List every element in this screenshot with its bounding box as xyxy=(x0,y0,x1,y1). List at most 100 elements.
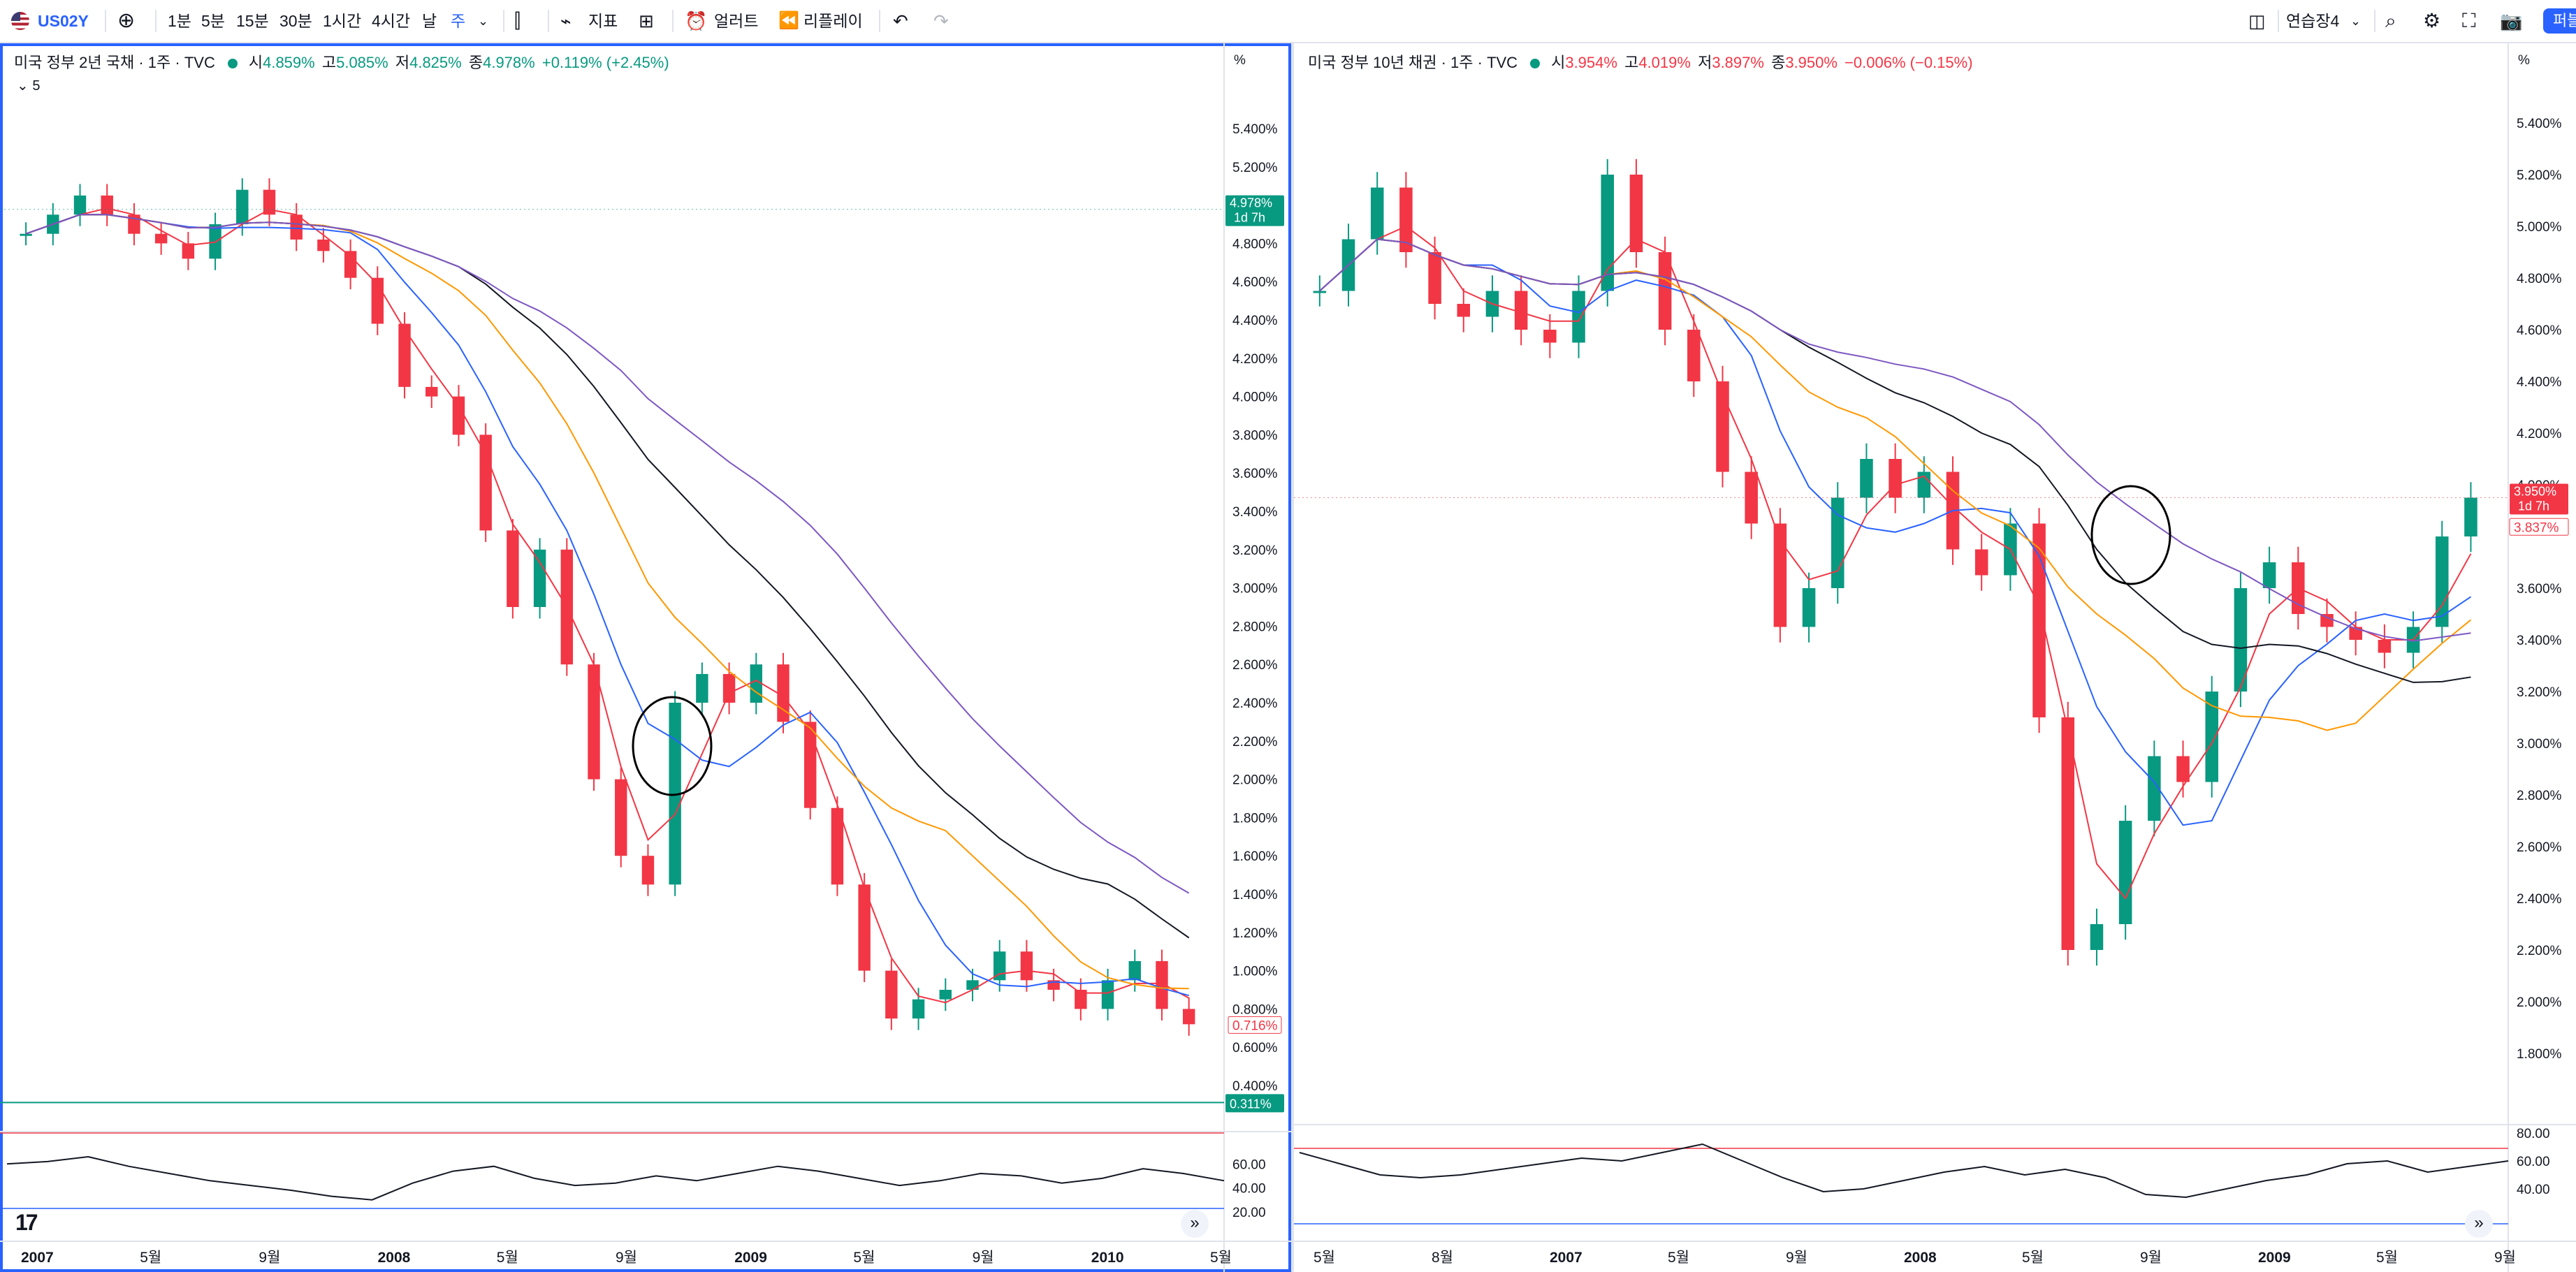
y-tick-label: 3.400% xyxy=(2517,634,2562,648)
replay-button[interactable]: 리플레이 xyxy=(803,12,863,30)
x-tick-label: 5월 xyxy=(1210,1250,1232,1266)
rsi-line xyxy=(6,1155,1225,1201)
pane-divider[interactable] xyxy=(1291,43,1294,1272)
alert-button[interactable]: 얼러트 xyxy=(714,12,759,30)
candle-body xyxy=(101,195,113,215)
y-tick-label: 2.200% xyxy=(2517,944,2562,958)
candle-body xyxy=(1514,291,1528,330)
candle-body xyxy=(750,664,763,703)
chart-title: 미국 정부 10년 채권 · 1주 · TVC xyxy=(1308,54,1518,71)
moving-average-blue xyxy=(25,214,1189,997)
search-icon[interactable]: ⌕ xyxy=(2385,10,2396,31)
y-tick-label: 4.800% xyxy=(2517,272,2562,286)
y-tick-label: 2.800% xyxy=(2517,789,2562,803)
y-tick-label: 4.600% xyxy=(2517,323,2562,338)
layout-name[interactable]: 연습장4 xyxy=(2286,12,2340,30)
y-tick-label: 2.400% xyxy=(1232,696,1278,711)
fullscreen-icon[interactable]: ⛶ xyxy=(2462,10,2476,31)
chevron-down-icon[interactable]: ⌄ xyxy=(2350,14,2362,28)
templates-icon[interactable]: ⊞ xyxy=(639,10,654,31)
publish-button[interactable]: 퍼블 xyxy=(2543,8,2576,34)
candle-body xyxy=(588,664,600,780)
candle-body xyxy=(1370,187,1384,240)
chart-pane-right[interactable]: % 5.400% 5.200% 5.000% 4.800% 4.600% 4.400% 4.2… xyxy=(1294,43,2576,1272)
candle-body xyxy=(1802,588,1816,627)
add-symbol-icon[interactable]: ⊕ xyxy=(117,9,136,32)
candle-body xyxy=(533,549,546,607)
annotation-circle xyxy=(2090,485,2171,585)
gear-icon[interactable]: ⚙ xyxy=(2423,10,2441,31)
interval-4h[interactable]: 4시간 xyxy=(372,12,411,30)
x-tick-label: 9월 xyxy=(2494,1250,2516,1266)
y-tick-label: 0.400% xyxy=(1232,1079,1278,1094)
candle-body xyxy=(236,189,249,224)
interval-15m[interactable]: 15분 xyxy=(236,12,269,30)
candle-body xyxy=(1917,471,1931,498)
interval-week[interactable]: 주 xyxy=(451,12,466,30)
indicators-icon[interactable]: ⌁ xyxy=(560,10,572,31)
chart-pane-left[interactable]: % 5.400% 5.200% 4.800% 4.600% 4.400% 4.200% 4.0… xyxy=(0,43,1291,1272)
candle-body xyxy=(1156,960,1168,1009)
y-tick-label: 3.600% xyxy=(1232,467,1278,481)
candle-type-icon[interactable]: ⫿ xyxy=(514,10,521,31)
chart-canvas-right[interactable]: % 5.400% 5.200% 5.000% 4.800% 4.600% 4.400% 4.2… xyxy=(1294,43,2576,1272)
moving-average-black xyxy=(25,214,1190,939)
close-price-tag xyxy=(1228,1016,1282,1034)
x-tick-label: 9월 xyxy=(259,1250,280,1266)
candle-body xyxy=(182,243,195,259)
candle-body xyxy=(1860,459,1873,498)
camera-icon[interactable]: 📷 xyxy=(2500,10,2523,31)
interval-5m[interactable]: 5분 xyxy=(201,12,225,30)
y-tick-label: 2.400% xyxy=(2517,892,2562,907)
indicator-collapse-button[interactable]: ⌄ 5 xyxy=(17,78,41,94)
rsi-tick-label: 40.00 xyxy=(2517,1183,2550,1197)
candle-body xyxy=(1457,304,1471,317)
moving-average-value: 3.837% xyxy=(2514,520,2559,535)
candle-body xyxy=(2061,717,2075,950)
candle-body xyxy=(696,673,708,703)
y-tick-label: 2.000% xyxy=(1232,773,1278,788)
interval-1m[interactable]: 1분 xyxy=(168,12,191,30)
candle-body xyxy=(641,856,655,885)
interval-1h[interactable]: 1시간 xyxy=(323,12,362,30)
undo-icon[interactable]: ↶ xyxy=(893,10,908,31)
candle-body xyxy=(669,703,681,885)
moving-average-red xyxy=(25,207,1190,1004)
y-tick-label: 2.000% xyxy=(2517,995,2562,1010)
chevron-down-icon[interactable]: ⌄ xyxy=(478,14,489,28)
candle-body xyxy=(2148,756,2161,821)
low-price-tag xyxy=(1225,1094,1284,1113)
x-tick-label: 5월 xyxy=(853,1250,875,1266)
annotation-circle xyxy=(632,696,713,796)
y-tick-label: 1.800% xyxy=(2517,1047,2562,1062)
candle-body xyxy=(507,530,519,607)
x-tick-label: 5월 xyxy=(2376,1250,2398,1266)
indicators-button[interactable]: 지표 xyxy=(588,12,618,30)
candle-body xyxy=(73,195,87,215)
candle-body xyxy=(290,214,303,240)
scroll-to-latest-button[interactable]: » xyxy=(2465,1210,2493,1238)
layout-icon[interactable]: ◫ xyxy=(2248,10,2266,31)
last-price-tag xyxy=(1225,195,1284,226)
symbol-search-button[interactable]: US02Y xyxy=(38,12,89,30)
x-tick-label: 9월 xyxy=(1786,1250,1807,1266)
candle-body xyxy=(2032,523,2046,717)
interval-day[interactable]: 날 xyxy=(422,12,437,30)
alarm-icon[interactable]: ⏰ xyxy=(685,10,708,31)
y-tick-label: 1.800% xyxy=(1232,811,1278,826)
candle-body xyxy=(2118,821,2132,924)
price-unit-label: % xyxy=(1234,53,1246,68)
moving-average-blue xyxy=(1319,238,2472,826)
scroll-to-latest-button[interactable]: » xyxy=(1181,1210,1209,1238)
redo-icon[interactable]: ↷ xyxy=(933,10,949,31)
chart-canvas-left[interactable]: % 5.400% 5.200% 4.800% 4.600% 4.400% 4.200% 4.0… xyxy=(0,43,1291,1272)
x-tick-label: 5월 xyxy=(1668,1250,1689,1266)
low-price-value: 0.311% xyxy=(1230,1097,1272,1111)
replay-icon[interactable]: ⏪ xyxy=(778,11,799,30)
us-flag-icon xyxy=(11,12,29,30)
rsi-tick-label: 20.00 xyxy=(1232,1206,1266,1220)
interval-30m[interactable]: 30분 xyxy=(279,12,312,30)
candle-body xyxy=(1399,187,1413,252)
last-price-tag xyxy=(2510,483,2568,515)
candle-body xyxy=(2090,924,2104,950)
